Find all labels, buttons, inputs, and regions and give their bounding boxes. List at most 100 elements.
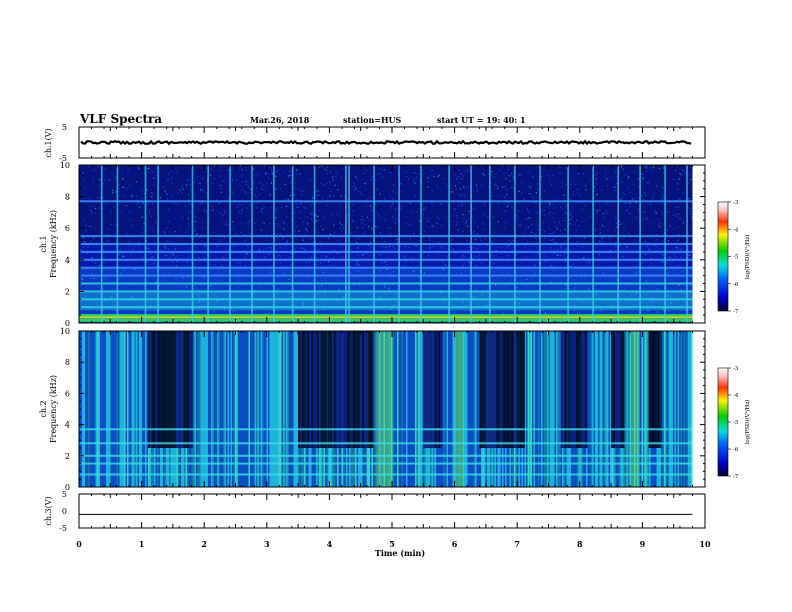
ch2-colorbar: -3 -4 -5 -6 -7 log(PSD)(V²/Hz) (717, 366, 751, 480)
ch2-quiet-column (300, 331, 302, 448)
ch1-sferic-burst (291, 165, 294, 323)
ch2-burst-column (376, 331, 392, 487)
ch2-quiet-column (177, 331, 180, 448)
spectrogram-ytick-label: 4 (65, 256, 70, 265)
ch1-spectral-band (79, 316, 693, 319)
ch2-quiet-column (659, 331, 662, 448)
ch2-quiet-column (423, 331, 426, 448)
ch2-quiet-column (496, 331, 499, 448)
spectrogram-ytick-label: 4 (65, 421, 70, 430)
ch1-sferic-burst (251, 165, 253, 323)
ch2-quiet-column (438, 331, 441, 448)
ch2-quiet-column (434, 331, 437, 448)
ch2-quiet-column (432, 331, 435, 448)
ch2-quiet-column (358, 331, 361, 448)
ch3-waveform-panel: 5 0 -5 ch.3(V) (44, 490, 706, 533)
ch2-quiet-column (309, 331, 312, 448)
ch1-sferic-burst (539, 165, 541, 323)
ch2-quiet-column (350, 331, 353, 448)
ch2-quiet-column (574, 331, 577, 448)
ch2-quiet-column (561, 331, 563, 448)
ch2-quiet-column (174, 331, 177, 448)
ch2-spec-channel-label: ch.2 (39, 400, 48, 417)
ch2-quiet-column (333, 331, 336, 448)
ch2-quiet-column (354, 331, 357, 448)
ch1-spectral-band (79, 235, 693, 238)
ch2-colorbar-label: log(PSD)(V²/Hz) (744, 400, 751, 445)
ch2-quiet-column (509, 331, 512, 448)
x-tick-label: 5 (389, 539, 395, 549)
ch2-quiet-column (339, 331, 342, 448)
ch1-spectrogram-image (79, 165, 705, 325)
ch2-quiet-column (511, 331, 514, 448)
ch1-ytick-top: 5 (62, 123, 67, 132)
ch2-quiet-column (153, 331, 156, 448)
ch2-quiet-column (616, 331, 619, 448)
ch2-quiet-column (181, 331, 184, 448)
ch1-spectral-band (79, 314, 693, 318)
ch2-quiet-column (356, 331, 359, 448)
colorbar-tick-label: -4 (733, 227, 739, 233)
ch2-quiet-column (576, 331, 578, 448)
ch2-quiet-column (187, 331, 190, 448)
ch2-quiet-column (428, 331, 431, 448)
x-tick-labels: 0 1 2 3 4 5 6 7 8 9 10 (76, 539, 711, 549)
ch1-spec-ylabel: Frequency (kHz) (49, 210, 58, 278)
ch2-quiet-column (303, 331, 306, 448)
ch2-quiet-column (183, 331, 186, 448)
ch1-spectral-band (79, 274, 693, 277)
ch2-quiet-column (494, 331, 497, 448)
ch2-quiet-column (343, 331, 346, 448)
ch2-quiet-column (436, 331, 439, 448)
ch1-spectral-band (79, 250, 693, 253)
ch2-quiet-column (311, 331, 314, 448)
ch1-sferic-burst (448, 165, 450, 323)
ch1-spectral-band (79, 243, 693, 245)
ch2-quiet-column (568, 331, 571, 448)
ch2-quiet-column (315, 331, 317, 448)
ch2-quiet-column (316, 331, 319, 448)
ch1-spectral-band (79, 306, 693, 309)
ch2-quiet-column (172, 331, 175, 448)
ch2-quiet-column (654, 331, 657, 448)
ch2-quiet-column (346, 331, 349, 448)
ch2-quiet-column (348, 331, 351, 448)
ch2-quiet-column (652, 331, 655, 448)
ch1-ytick-bottom: -5 (59, 154, 67, 163)
ch2-quiet-column (371, 331, 374, 448)
ch2-quiet-column (498, 331, 501, 448)
ch1-sferic-burst (420, 165, 422, 323)
station-label: station=HUS (343, 115, 402, 125)
ch2-quiet-column (519, 331, 522, 448)
x-tick-label: 10 (699, 539, 711, 549)
colorbar-tick-label: -3 (733, 366, 739, 372)
ch2-quiet-column (367, 331, 370, 448)
x-tick-label: 0 (76, 539, 82, 549)
ch2-quiet-column (613, 331, 615, 448)
ch2-quiet-column (515, 331, 518, 448)
ch2-burst-column (629, 331, 640, 487)
ch2-quiet-column (577, 331, 580, 448)
ch2-quiet-column (504, 331, 507, 448)
ch2-quiet-column (490, 331, 493, 448)
ch2-quiet-column (650, 331, 653, 448)
ch2-quiet-column (335, 331, 338, 448)
colorbar-tick-label: -5 (733, 255, 739, 261)
ch1-sferic-burst (470, 165, 472, 323)
x-tick-label: 3 (264, 539, 270, 549)
ch2-quiet-column (479, 331, 482, 448)
ch1-sferic-burst (207, 165, 209, 323)
ch2-quiet-column (521, 331, 523, 448)
ch2-quiet-column (440, 331, 443, 448)
ch2-quiet-column (656, 331, 659, 448)
spectrogram-ytick-label: 8 (65, 193, 70, 202)
ch2-spectral-band (79, 473, 693, 476)
ch2-quiet-column (365, 331, 368, 448)
axis-ticks (78, 127, 706, 528)
ch1-sferic-burst (686, 165, 688, 323)
spectrogram-ytick-label: 10 (60, 161, 70, 170)
ch2-quiet-column (500, 331, 503, 448)
ch1-sferic-burst (592, 165, 594, 323)
x-tick-label: 6 (452, 539, 458, 549)
ch2-quiet-column (622, 331, 625, 448)
